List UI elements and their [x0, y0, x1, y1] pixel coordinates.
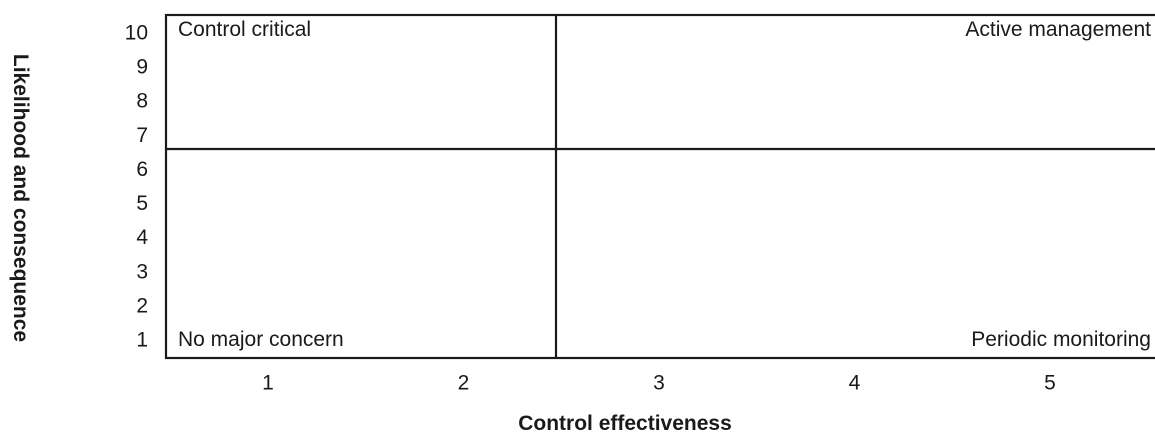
matrix-frame: [164, 13, 1155, 360]
x-tick-group: 1 2 3 4 5: [262, 372, 1056, 395]
quadrant-active-management: Active management: [965, 18, 1151, 41]
x-tick-label: 5: [1044, 372, 1056, 395]
x-tick-label: 1: [262, 372, 274, 395]
x-tick-label: 4: [849, 372, 861, 395]
quadrant-control-critical: Control critical: [178, 18, 312, 41]
y-tick-group: 10 9 8 7 6 5 4 3 2 1: [125, 22, 149, 352]
y-tick-label: 5: [136, 192, 148, 215]
quadrant-no-major-concern: No major concern: [178, 328, 344, 351]
y-tick-label: 7: [136, 124, 148, 147]
y-tick-label: 4: [136, 226, 148, 249]
y-tick-label: 1: [136, 329, 148, 352]
x-tick-label: 2: [458, 372, 470, 395]
y-tick-label: 3: [136, 260, 148, 283]
x-tick-label: 3: [653, 372, 665, 395]
quadrant-periodic-monitoring: Periodic monitoring: [971, 328, 1151, 351]
y-tick-label: 6: [136, 158, 148, 181]
y-tick-label: 10: [125, 22, 148, 45]
x-axis-label: Control effectiveness: [518, 412, 732, 435]
y-tick-label: 2: [136, 294, 148, 317]
y-tick-label: 9: [136, 56, 148, 79]
y-tick-label: 8: [136, 90, 148, 113]
